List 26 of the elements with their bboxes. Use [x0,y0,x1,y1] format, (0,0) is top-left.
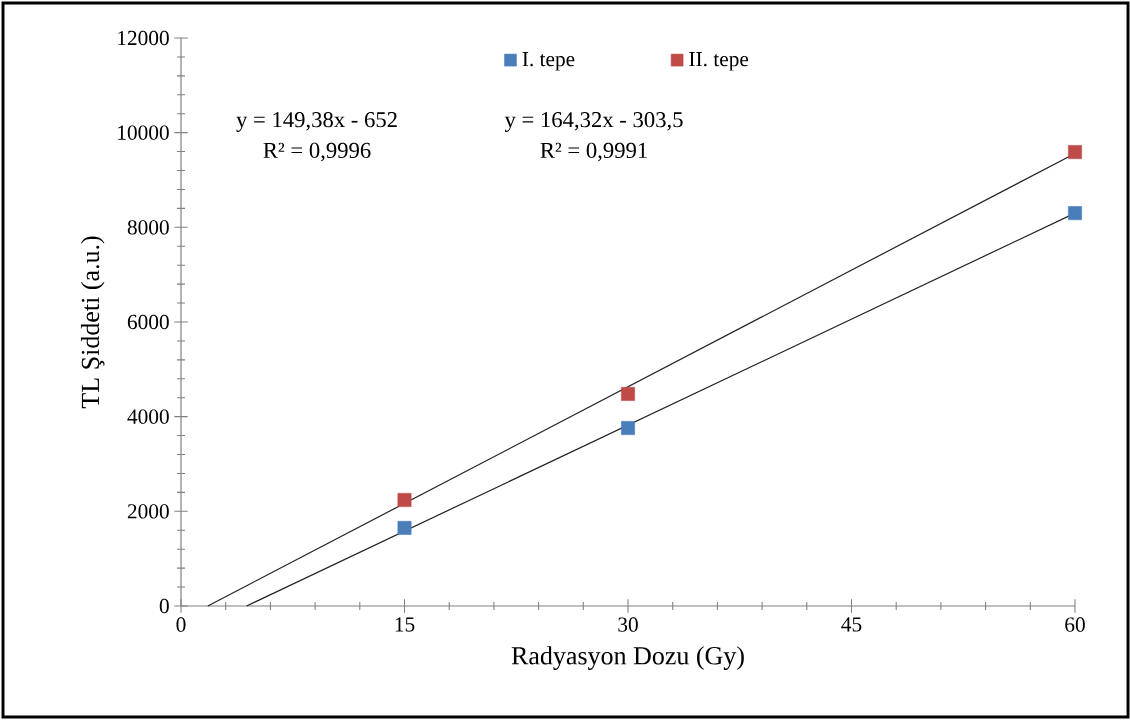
y-tick-label: 12000 [118,30,169,46]
y-tick-label: 0 [159,598,169,614]
x-tick-label: 30 [618,617,638,632]
point [621,421,635,435]
x-tick-label: 45 [841,617,862,632]
x-tick-label: 0 [176,617,186,632]
point [1068,145,1082,159]
legend-label: II. tepe [689,52,749,71]
y-tick-label: 10000 [118,125,169,140]
point [397,493,412,507]
point [1068,206,1082,221]
point [621,387,635,401]
annotation: y = 164,32x - 303,5 [504,112,683,132]
y-axis-title: TL Şiddeti (a.u.) [80,236,105,409]
y-tick-label: 4000 [127,409,169,424]
y-tick-label: 2000 [127,504,169,519]
annotation: R² = 0,9996 [263,142,371,162]
y-tick-label: 8000 [127,220,169,235]
y-tick-label: 6000 [127,314,169,330]
legend-label: I. tepe [522,52,575,71]
x-tick-label: 15 [395,617,415,632]
annotation: y = 149,38x - 652 [236,112,397,132]
x-axis-title: Radyasyon Dozu (Gy) [511,646,744,670]
x-tick-label: 60 [1065,617,1085,632]
annotation: R² = 0,9991 [540,142,647,162]
point [397,520,412,535]
